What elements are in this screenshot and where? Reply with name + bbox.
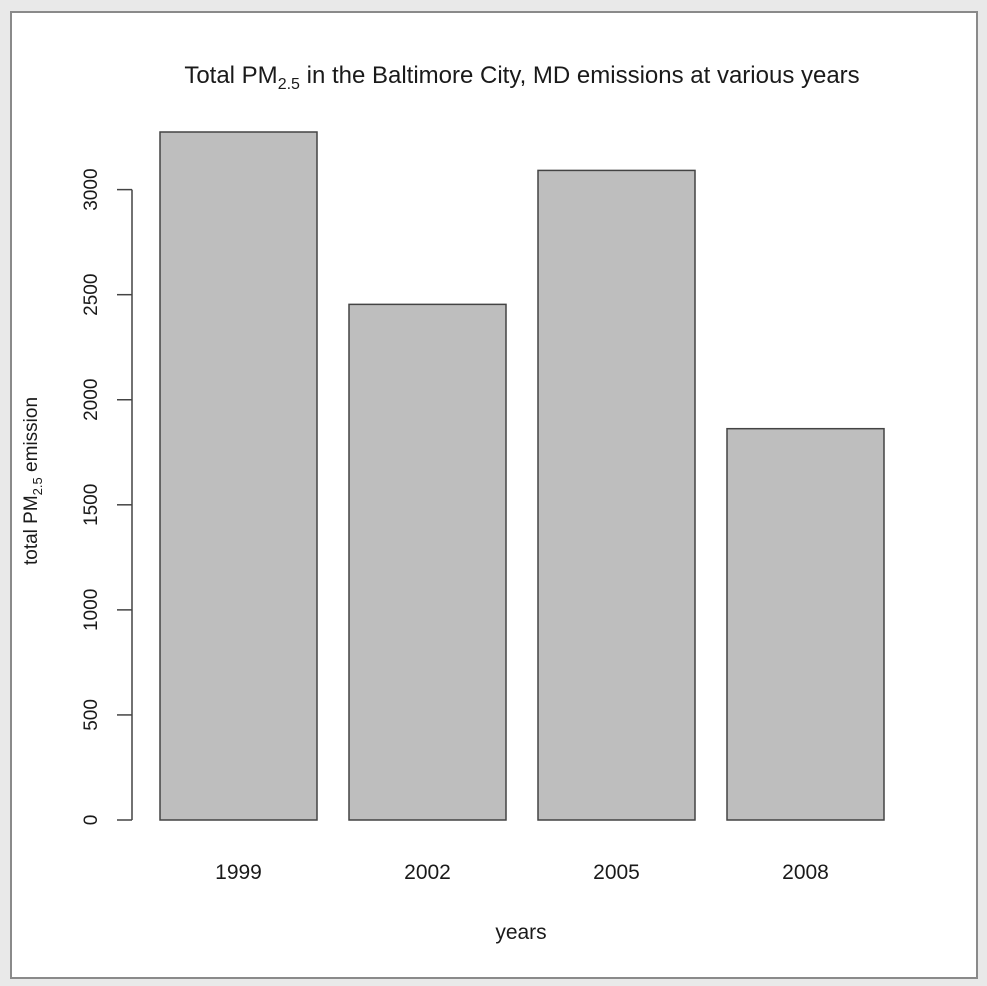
y-axis-label-post: emission xyxy=(21,397,42,477)
y-tick-label: 0 xyxy=(81,815,102,826)
bar-chart: Total PM2.5 in the Baltimore City, MD em… xyxy=(21,62,885,944)
x-tick-label: 2005 xyxy=(593,861,640,884)
chart-title-subscript: 2.5 xyxy=(278,76,300,93)
x-tick-label: 2002 xyxy=(404,861,451,884)
bar-2008 xyxy=(726,427,885,821)
y-axis-label-pre: total PM xyxy=(21,495,42,565)
x-tick-labels: 1999 2002 2005 2008 xyxy=(215,861,829,884)
y-tick-label: 500 xyxy=(81,699,102,731)
x-tick-label: 2008 xyxy=(782,861,829,884)
y-tick-label: 3000 xyxy=(81,168,102,210)
chart-title-pre: Total PM xyxy=(184,62,277,89)
chart-title: Total PM2.5 in the Baltimore City, MD em… xyxy=(184,62,859,93)
bars-group xyxy=(159,131,885,821)
y-tick-label: 2000 xyxy=(81,379,102,421)
plot-frame: Total PM2.5 in the Baltimore City, MD em… xyxy=(10,11,978,979)
y-tick-label: 2500 xyxy=(81,274,102,316)
x-tick-label: 1999 xyxy=(215,861,262,884)
bar-2005 xyxy=(537,169,696,821)
y-tick-label: 1000 xyxy=(81,589,102,631)
bar-1999 xyxy=(159,131,318,821)
bar-2002 xyxy=(348,303,507,821)
x-axis-label: years xyxy=(495,921,546,944)
chart-title-post: in the Baltimore City, MD emissions at v… xyxy=(300,62,860,89)
y-axis: 0 500 1000 1500 2000 2500 3000 xyxy=(81,168,133,826)
y-axis-label: total PM2.5 emission xyxy=(21,397,45,565)
y-tick-label: 1500 xyxy=(81,484,102,526)
y-axis-label-subscript: 2.5 xyxy=(30,477,45,495)
